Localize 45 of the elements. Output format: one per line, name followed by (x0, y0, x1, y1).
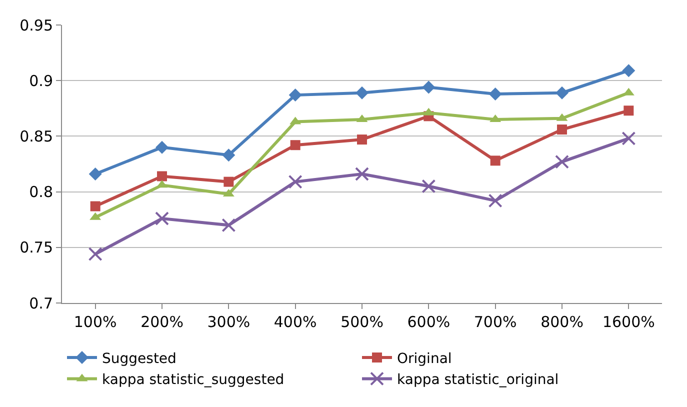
x-tick-label: 1600% (602, 313, 655, 331)
x-tick-label: 400% (274, 313, 317, 331)
point (422, 80, 436, 94)
point (557, 124, 567, 135)
legend-label: Suggested (102, 350, 176, 367)
point (357, 134, 367, 145)
point (288, 174, 302, 189)
point (288, 88, 302, 102)
point (490, 156, 500, 166)
x-tick-label: 600% (407, 313, 450, 331)
point (624, 106, 634, 116)
point (88, 247, 102, 262)
point (290, 140, 300, 150)
point (622, 64, 636, 78)
x-tick-label: 200% (140, 313, 184, 331)
point (90, 201, 100, 212)
y-tick-label: 0.95 (20, 16, 53, 34)
y-tick-label: 0.9 (29, 72, 53, 90)
x-tick-label: 500% (340, 313, 384, 331)
point (356, 86, 368, 100)
y-tick-label: 0.7 (29, 294, 53, 312)
legend-label: kappa statistic_original (397, 372, 559, 388)
point (156, 140, 168, 154)
point (422, 179, 436, 194)
y-tick-label: 0.85 (20, 127, 53, 146)
legend-label: Original (397, 350, 452, 367)
y-tick-label: 0.75 (20, 238, 53, 257)
y-tick-label: 0.8 (29, 183, 53, 202)
point (488, 87, 502, 100)
point (622, 131, 636, 146)
point (355, 167, 369, 182)
point (555, 154, 569, 169)
legend-label: kappa statistic_suggested (102, 372, 284, 388)
x-tick-label: 100% (74, 313, 117, 331)
x-tick-label: 700% (474, 313, 517, 331)
point (88, 168, 102, 181)
x-tick-label: 800% (540, 313, 584, 331)
point (488, 194, 502, 208)
point (157, 171, 167, 182)
point (222, 218, 236, 232)
x-tick-label: 300% (207, 313, 250, 331)
point (155, 211, 169, 226)
point (556, 86, 568, 100)
point (222, 148, 236, 162)
point (224, 176, 234, 187)
